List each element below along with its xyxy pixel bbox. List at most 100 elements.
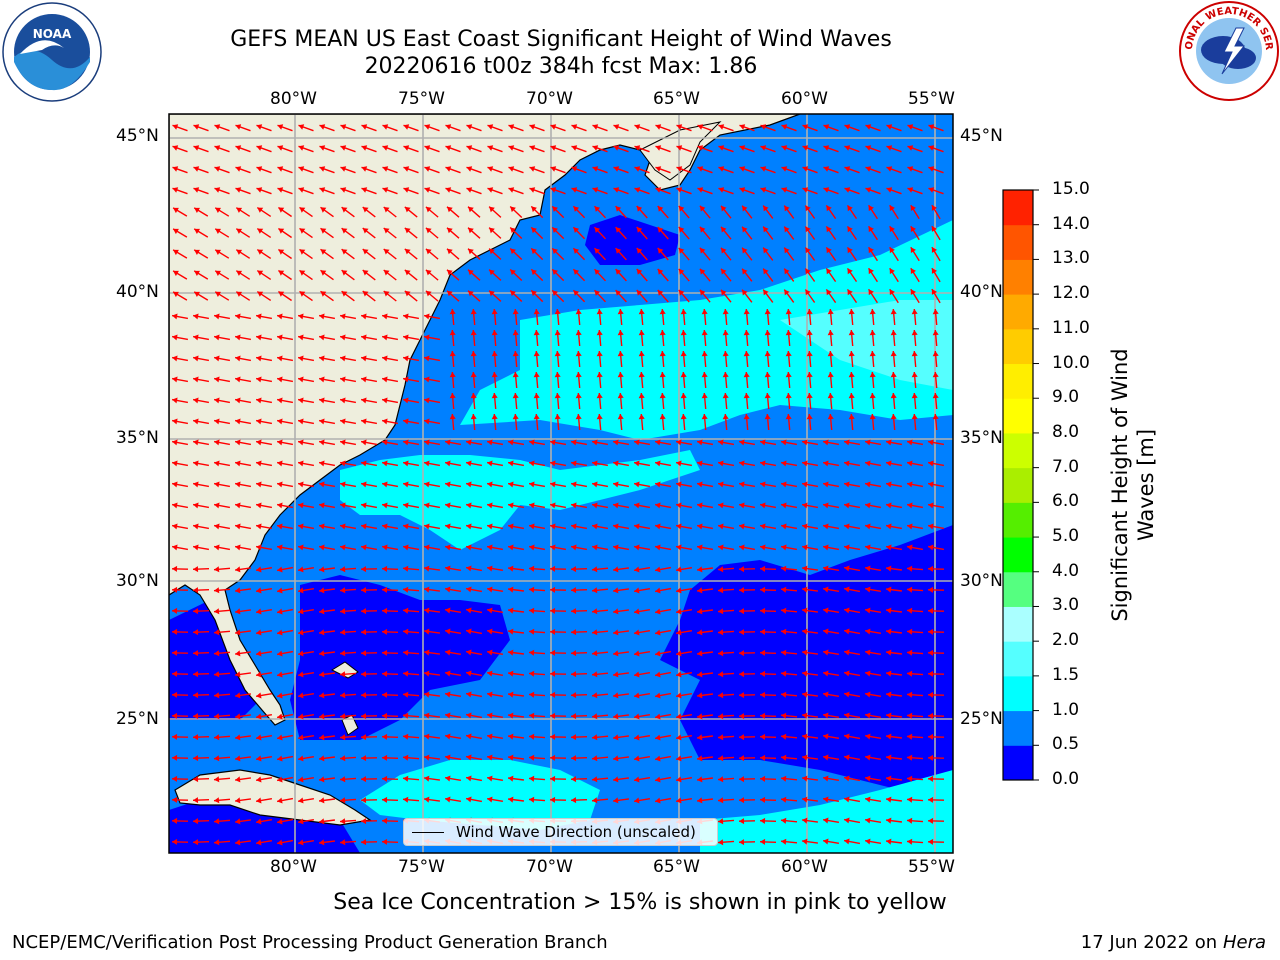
wave-arrow	[423, 502, 441, 509]
wave-arrow	[633, 481, 651, 488]
wave-arrow	[381, 838, 399, 845]
wave-arrow	[192, 755, 210, 762]
wave-arrow	[886, 838, 902, 845]
wave-arrow	[738, 755, 756, 762]
wave-arrow	[886, 691, 902, 698]
wave-arrow	[297, 713, 315, 720]
wave-arrow	[341, 248, 355, 260]
wave-arrow	[806, 329, 813, 347]
wave-arrow	[507, 544, 525, 551]
wave-arrow	[528, 733, 546, 740]
wave-arrow	[383, 269, 397, 281]
wave-arrow	[340, 187, 356, 195]
wave-arrow	[886, 754, 902, 761]
wave-arrow	[802, 712, 818, 719]
wave-arrow	[402, 544, 420, 551]
wave-arrow	[339, 460, 357, 467]
lon-label-top-65w: 65°W	[653, 89, 700, 109]
wave-band-north	[460, 220, 953, 440]
wave-arrow	[402, 418, 420, 425]
wave-arrow	[738, 713, 756, 720]
wave-arrow	[806, 413, 813, 431]
wave-arrow	[256, 166, 272, 174]
wave-arrow	[654, 523, 672, 530]
wave-arrow	[886, 733, 902, 740]
wave-arrow	[319, 671, 335, 678]
wave-arrow	[339, 502, 357, 509]
wave-arrow	[192, 776, 210, 783]
wave-arrow	[654, 544, 672, 551]
graticule	[169, 114, 953, 853]
wave-arrow	[827, 392, 834, 410]
wave-arrow	[760, 124, 776, 132]
wave-arrow	[633, 608, 651, 615]
wave-arrow	[234, 502, 252, 509]
lon-label-bottom-55w: 55°W	[908, 857, 955, 877]
wave-arrow	[759, 586, 777, 593]
wave-arrow	[213, 313, 231, 320]
wave-arrow	[906, 502, 924, 509]
wave-arrow	[508, 649, 524, 656]
wave-arrow	[318, 460, 336, 467]
wave-arrow	[593, 268, 607, 282]
wave-arrow	[759, 439, 777, 446]
wave-arrow	[654, 481, 672, 488]
colorbar-tick-label: 3.0	[1052, 595, 1080, 616]
wave-arrow	[551, 289, 565, 303]
wave-arrow	[508, 670, 524, 677]
wave-arrow	[843, 523, 861, 530]
wave-arrow	[906, 775, 924, 782]
wave-arrow	[931, 204, 941, 220]
wave-arrow	[890, 392, 897, 410]
wave-arrow	[255, 397, 273, 404]
wave-arrow	[680, 308, 687, 326]
wave-arrow	[423, 439, 441, 446]
wave-arrow	[633, 566, 651, 573]
wave-arrow	[486, 544, 504, 551]
wave-arrow	[193, 228, 209, 238]
wave-arrow	[402, 586, 420, 593]
lat-label-right-30n: 30°N	[960, 571, 1003, 591]
wave-arrow	[278, 290, 292, 302]
chart-subtitle: 20220616 t00z 384h fcst Max: 1.86	[364, 54, 758, 79]
wave-arrow	[255, 313, 273, 320]
wave-arrow	[319, 587, 335, 594]
wave-arrow	[171, 775, 189, 782]
colorbar-segment	[1003, 398, 1033, 434]
wave-arrow	[591, 755, 609, 762]
wave-arrow	[906, 460, 924, 467]
wave-arrow	[402, 355, 420, 362]
wave-arrow	[780, 439, 798, 446]
map-frame	[168, 113, 954, 854]
wave-arrow	[570, 629, 588, 636]
wave-arrow	[843, 733, 861, 740]
wave-arrow	[255, 460, 273, 467]
wave-arrow	[234, 481, 252, 488]
lon-label-bottom-80w: 80°W	[270, 857, 317, 877]
wave-arrow	[680, 413, 687, 431]
wave-arrow	[927, 712, 945, 719]
wave-arrow	[213, 629, 231, 636]
wave-arrow	[822, 796, 840, 803]
wave-arrow	[486, 796, 504, 803]
wave-arrow	[780, 838, 798, 845]
wave-arrow	[486, 439, 504, 446]
wave-arrow	[361, 187, 377, 195]
wave-arrow	[762, 226, 774, 240]
wave-arrow	[549, 733, 567, 740]
wave-arrow	[339, 629, 357, 636]
wave-arrow	[680, 329, 687, 347]
wave-arrow	[235, 755, 251, 762]
wave-arrow	[739, 166, 755, 174]
wave-arrow	[678, 205, 690, 219]
wave-arrow	[444, 670, 462, 677]
wave-arrow	[488, 248, 502, 260]
wave-arrow	[339, 755, 357, 762]
wave-arrow	[928, 187, 944, 195]
wave-arrow	[466, 145, 482, 153]
wave-arrow	[591, 523, 609, 530]
wave-arrow	[675, 566, 693, 573]
wave-arrow	[444, 481, 462, 488]
wave-arrow	[759, 670, 777, 677]
wave-arrow	[381, 481, 399, 488]
